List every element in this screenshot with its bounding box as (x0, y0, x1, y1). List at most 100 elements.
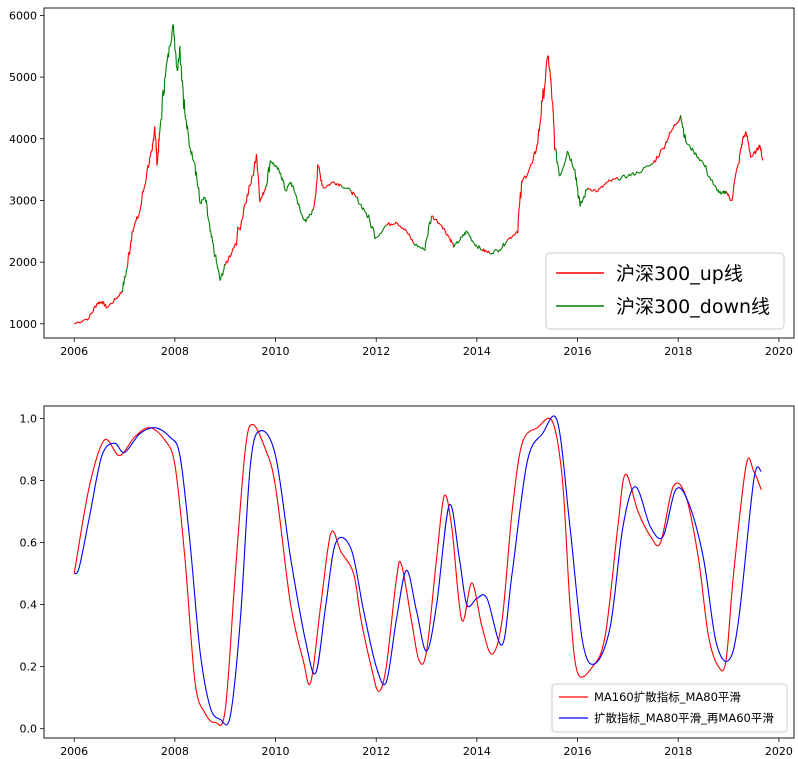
up-segment (312, 164, 319, 210)
down-segment (269, 160, 276, 167)
up-segment (745, 132, 752, 158)
up-segment (547, 55, 553, 102)
up-segment (88, 303, 98, 318)
up-segment (244, 175, 254, 204)
up-segment (386, 221, 397, 227)
price-series (74, 24, 764, 325)
down-segment (164, 45, 171, 78)
plot-frame (43, 7, 795, 339)
down-segment (566, 150, 576, 171)
y-tick-label: 2000 (9, 256, 37, 269)
up-segment (670, 115, 682, 133)
x-tick-label: 2006 (60, 745, 88, 758)
down-segment (617, 174, 629, 181)
down-segment (713, 184, 722, 195)
price-chart: 2006 2008 2010 2012 2014 2016 2018 2020 1000 2000… (9, 7, 795, 358)
up-segment (252, 154, 257, 177)
ma160-line (73, 417, 762, 726)
up-segment (481, 248, 490, 254)
up-segment (405, 231, 415, 244)
legend-box (545, 252, 785, 330)
down-segment (199, 196, 206, 204)
up-segment (587, 187, 598, 193)
down-segment (204, 197, 211, 232)
down-segment (720, 190, 727, 195)
down-segment (702, 163, 715, 186)
down-segment (461, 230, 468, 238)
down-segment (453, 236, 463, 247)
up-segment (234, 203, 246, 246)
up-segment (541, 55, 549, 102)
down-segment (280, 172, 287, 192)
diffusion-chart: 2006 2008 2010 2012 2014 2016 2018 2020 0.0 0.2 0.… (20, 405, 795, 758)
up-segment (259, 187, 267, 201)
down-segment (264, 160, 272, 189)
up-segment (96, 301, 103, 305)
down-segment (159, 77, 166, 133)
down-segment (579, 187, 589, 207)
up-segment (725, 190, 732, 202)
down-segment (179, 46, 186, 115)
y-tick-label: 1.0 (20, 412, 38, 425)
up-segment (224, 243, 236, 266)
x-tick-label: 2018 (664, 745, 692, 758)
y-tick-label: 0.8 (20, 474, 38, 487)
up-segment (531, 144, 538, 164)
down-segment (680, 115, 687, 142)
x-tick-label: 2016 (564, 345, 592, 358)
up-segment (318, 165, 324, 189)
up-segment (350, 191, 357, 198)
x-tick-label: 2012 (362, 345, 390, 358)
down-segment (172, 24, 178, 71)
x-tick-label: 2006 (60, 345, 88, 358)
down-segment (413, 243, 425, 251)
up-segment (516, 180, 523, 234)
down-segment (219, 263, 226, 281)
down-segment (209, 230, 216, 258)
down-segment (499, 240, 508, 251)
up-segment (662, 131, 671, 150)
down-segment (189, 147, 196, 164)
indicator-series (73, 415, 762, 726)
down-segment (290, 181, 297, 195)
up-segment (755, 144, 761, 152)
down-segment (214, 254, 221, 281)
down-segment (685, 141, 694, 152)
up-segment (431, 215, 442, 226)
down-segment (489, 249, 500, 255)
up-segment (521, 162, 533, 183)
y-tick-label: 4000 (9, 133, 37, 146)
down-segment (466, 230, 475, 244)
ma60-line (73, 415, 762, 726)
up-segment (750, 150, 757, 158)
y-tick-label: 0.4 (20, 599, 38, 612)
up-segment (441, 224, 450, 238)
up-segment (742, 131, 747, 139)
legend-label: MA160扩散指标_MA80平滑 (594, 690, 741, 704)
down-segment (559, 150, 569, 177)
up-segment (597, 181, 608, 192)
up-segment (652, 147, 664, 164)
x-tick-label: 2008 (161, 745, 189, 758)
x-tick-label: 2016 (564, 745, 592, 758)
up-segment (731, 163, 740, 202)
up-segment (101, 300, 108, 309)
down-segment (184, 114, 191, 149)
down-segment (275, 165, 282, 175)
down-segment (295, 194, 302, 213)
up-segment (551, 101, 556, 151)
x-tick-label: 2012 (362, 745, 390, 758)
down-segment (300, 212, 307, 223)
x-tick-label: 2014 (463, 745, 491, 758)
x-tick-label: 2014 (463, 345, 491, 358)
up-segment (151, 126, 156, 152)
down-segment (285, 181, 292, 192)
up-segment (395, 221, 407, 232)
down-segment (637, 162, 654, 174)
y-tick-label: 3000 (9, 194, 37, 207)
up-segment (738, 138, 744, 165)
down-segment (305, 209, 314, 223)
down-segment (176, 46, 181, 72)
